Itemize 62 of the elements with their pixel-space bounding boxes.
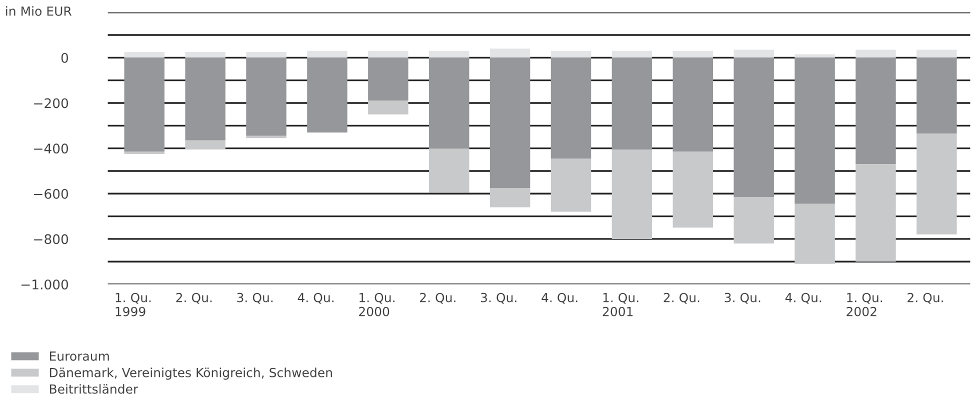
bar <box>307 58 348 132</box>
bar <box>734 197 774 244</box>
x-tick-label: 1. Qu. 2001 <box>602 292 638 316</box>
bar <box>794 204 835 264</box>
bar <box>550 58 592 159</box>
bar <box>428 58 470 148</box>
bar <box>246 52 286 58</box>
x-tick-label: 1. Qu. 2002 <box>846 292 882 316</box>
y-tick-label: −800 <box>34 234 68 244</box>
bar <box>185 58 226 140</box>
bar <box>734 58 774 198</box>
legend-label: Beitrittsländer <box>50 384 138 394</box>
bar <box>490 58 530 188</box>
bar <box>550 50 592 58</box>
x-tick-label: 2. Qu. <box>176 292 212 304</box>
x-tick-label: 4. Qu. <box>542 292 578 304</box>
bar <box>794 58 835 204</box>
bar <box>368 50 408 58</box>
bar <box>428 148 470 193</box>
x-tick-label: 4. Qu. <box>785 292 822 304</box>
bar <box>428 50 470 58</box>
y-tick-label: −200 <box>34 98 68 108</box>
bar <box>916 58 957 134</box>
x-tick-label: 2. Qu. <box>908 292 943 304</box>
x-tick-label: 1. Qu. 2000 <box>359 292 394 316</box>
y-tick-label: 0 <box>61 52 68 63</box>
bar <box>368 58 408 101</box>
bar <box>672 58 714 152</box>
y-tick-label: −600 <box>34 188 68 199</box>
bar <box>307 50 348 58</box>
bar <box>185 52 226 58</box>
bar <box>612 58 652 150</box>
bar <box>612 149 652 239</box>
y-tick-label: −400 <box>34 144 68 154</box>
bar <box>916 134 957 234</box>
bar <box>185 140 226 150</box>
bar <box>124 52 164 58</box>
bar <box>124 58 164 152</box>
bar <box>672 152 714 228</box>
x-tick-label: 2. Qu. <box>420 292 456 304</box>
x-tick-label: 1. Qu. 1999 <box>116 292 151 316</box>
y-axis-title: in Mio EUR <box>6 6 72 16</box>
x-tick-label: 3. Qu. <box>724 292 760 304</box>
bar <box>612 50 652 58</box>
x-tick-label: 2. Qu. <box>664 292 700 304</box>
bar <box>550 158 592 212</box>
y-tick-label: −1.000 <box>21 280 68 290</box>
bar <box>856 164 896 262</box>
bar <box>490 48 530 58</box>
bar <box>916 50 957 58</box>
x-tick-label: 3. Qu. <box>237 292 273 304</box>
bar <box>856 58 896 164</box>
x-tick-label: 3. Qu. <box>481 292 516 304</box>
bar <box>490 188 530 208</box>
bar <box>672 50 714 58</box>
legend-label: Dänemark, Vereinigtes Königreich, Schweden <box>50 368 332 380</box>
bar <box>246 58 286 136</box>
legend-label: Euroraum <box>50 352 109 361</box>
x-tick-label: 4. Qu. <box>298 292 334 304</box>
bar <box>368 100 408 114</box>
bar <box>734 50 774 58</box>
bar <box>856 50 896 58</box>
